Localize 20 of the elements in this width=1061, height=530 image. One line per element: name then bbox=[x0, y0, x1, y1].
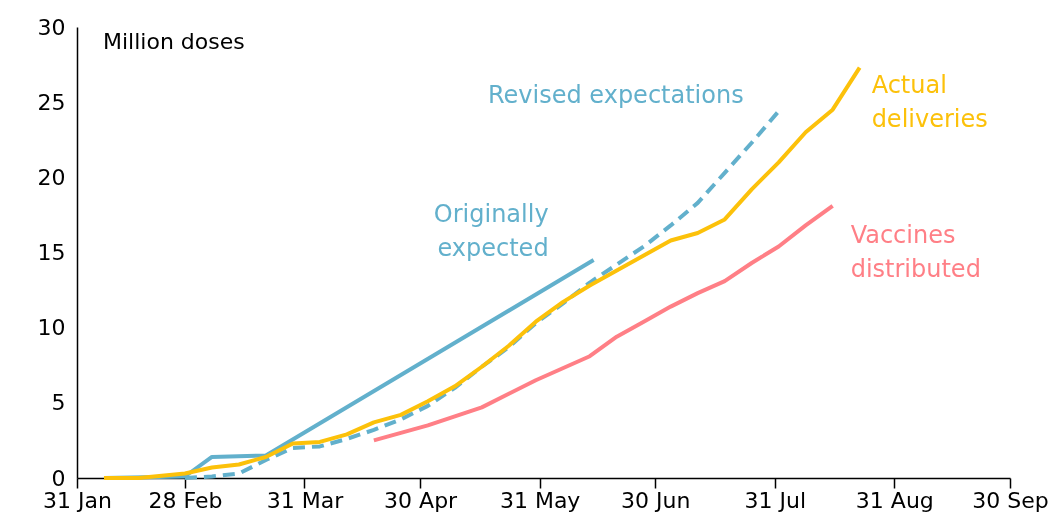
series-label: Vaccines distributed bbox=[850, 220, 981, 283]
x-tick-label: 30 Sep bbox=[972, 487, 1049, 513]
y-tick-label: 20 bbox=[37, 164, 66, 190]
x-tick-label: 30 Apr bbox=[384, 487, 459, 513]
y-tick-label: 5 bbox=[51, 390, 66, 416]
series-label: Originally expected bbox=[433, 200, 549, 263]
annotation: Million doses bbox=[103, 29, 245, 54]
line-series bbox=[371, 203, 835, 443]
y-tick-label: 30 bbox=[37, 14, 66, 40]
x-tick-label: 30 Jun bbox=[621, 487, 691, 513]
series-label: Revised expectations bbox=[487, 81, 744, 110]
y-tick-label: 15 bbox=[37, 240, 66, 265]
x-tick-label: 31 Aug bbox=[855, 487, 934, 513]
x-tick-label: 28 Feb bbox=[148, 487, 223, 513]
series-label: Actual deliveries bbox=[871, 70, 988, 133]
y-tick-label: 25 bbox=[37, 89, 66, 115]
y-tick-label: 10 bbox=[37, 315, 66, 341]
x-tick-label: 31 Jul bbox=[744, 487, 807, 513]
x-tick-label: 31 Mar bbox=[266, 487, 345, 513]
x-tick-label: 31 May bbox=[499, 487, 581, 513]
